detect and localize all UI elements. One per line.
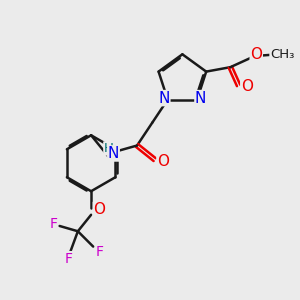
Text: CH₃: CH₃ — [270, 48, 294, 61]
Text: O: O — [157, 154, 169, 169]
Text: O: O — [93, 202, 105, 217]
Text: H: H — [104, 142, 114, 155]
Text: F: F — [96, 245, 104, 259]
Text: N: N — [158, 91, 170, 106]
Text: N: N — [108, 146, 119, 161]
Text: O: O — [250, 47, 262, 62]
Text: F: F — [49, 217, 57, 231]
Text: N: N — [195, 91, 206, 106]
Text: O: O — [241, 80, 253, 94]
Text: F: F — [64, 252, 72, 266]
